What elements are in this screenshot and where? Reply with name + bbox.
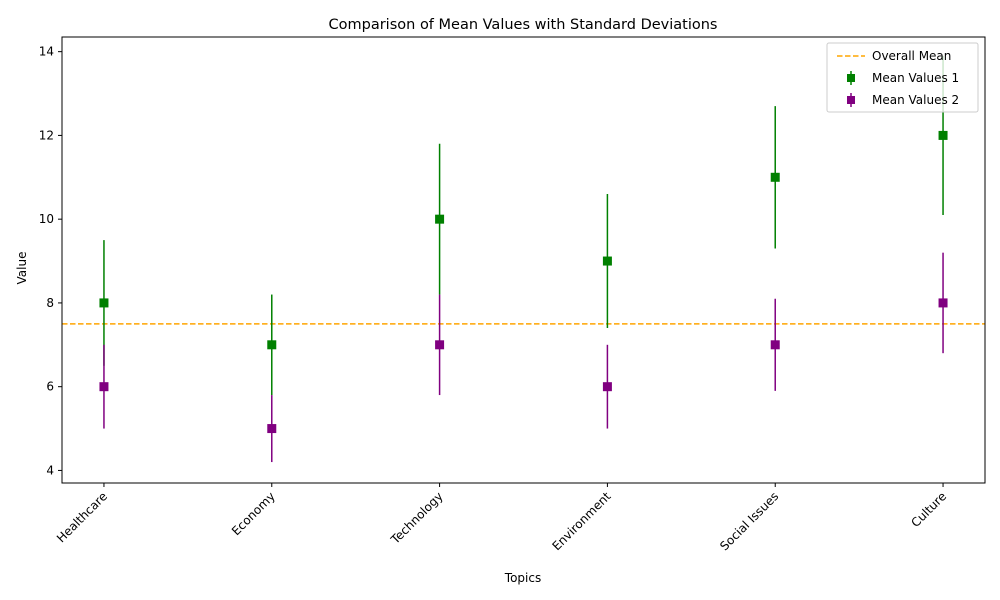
legend-handle-marker [847, 74, 855, 82]
data-point [267, 424, 277, 434]
data-point [602, 256, 612, 266]
axes: 4 6 8 10 12 14 Healthcare Economy Technology Envi… [39, 36, 986, 553]
data-point [99, 298, 109, 308]
y-tick-label: 4 [46, 463, 54, 477]
data-point [267, 340, 277, 350]
plot-area [62, 55, 985, 463]
data-point [938, 130, 948, 140]
y-tick-label: 10 [39, 212, 54, 226]
legend-handle-marker [847, 96, 855, 104]
y-tick-label: 12 [39, 128, 54, 142]
legend-label: Mean Values 2 [872, 93, 959, 107]
data-point [435, 214, 445, 224]
legend-label: Overall Mean [872, 49, 951, 63]
y-axis-title: Value [15, 252, 29, 285]
legend: Overall Mean Mean Values 1 Mean Values 2 [826, 42, 979, 113]
x-tick-label: Environment [549, 489, 613, 553]
data-point [99, 382, 109, 392]
data-point [602, 382, 612, 392]
y-tick-label: 6 [46, 380, 54, 394]
x-tick-label: Social Issues [717, 489, 781, 553]
chart-title: Comparison of Mean Values with Standard … [329, 17, 718, 33]
x-tick-label: Technology [388, 489, 446, 547]
legend-label: Mean Values 1 [872, 71, 959, 85]
y-tick-label: 14 [39, 45, 54, 59]
x-axis-title: Topics [504, 571, 541, 585]
legend-box [826, 42, 979, 113]
data-point [938, 298, 948, 308]
data-point [435, 340, 445, 350]
series-2 [99, 252, 948, 463]
x-tick-label: Healthcare [54, 489, 110, 545]
data-point [770, 340, 780, 350]
data-point [770, 172, 780, 182]
series-1 [99, 55, 948, 396]
x-tick-label: Culture [908, 489, 949, 530]
y-tick-label: 8 [46, 296, 54, 310]
x-tick-label: Economy [229, 489, 278, 538]
plot-frame [61, 36, 986, 484]
